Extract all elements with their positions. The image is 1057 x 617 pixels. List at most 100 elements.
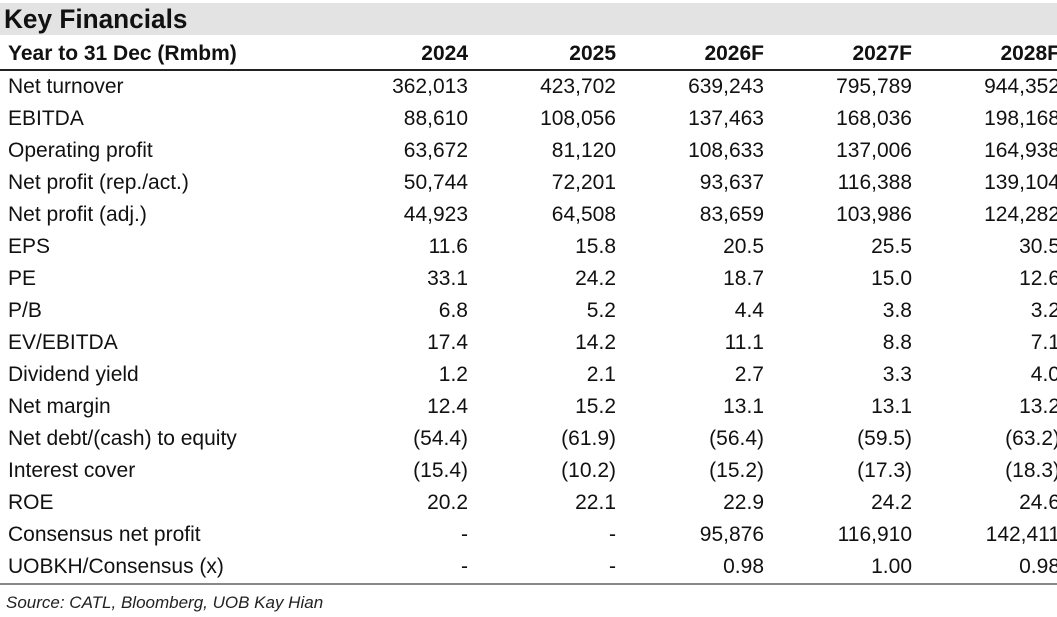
- header-row: Year to 31 Dec (Rmbm) 2024 2025 2026F 20…: [0, 38, 1057, 71]
- table-row: UOBKH/Consensus (x) - -0.98 1.00 0.98: [0, 551, 1057, 585]
- table-title: Key Financials: [4, 4, 188, 34]
- cell-value: 5.2: [586, 299, 616, 322]
- cell-value: (17.3): [857, 459, 912, 482]
- cell-value: 4.0: [1030, 363, 1057, 386]
- cell-value: -: [461, 523, 468, 546]
- cell-value: 164,938: [984, 139, 1057, 162]
- cell-value: 0.98: [922, 551, 1057, 585]
- cell-value: 124,282: [984, 203, 1057, 226]
- row-label: PE: [8, 267, 37, 290]
- cell-value: (56.4): [709, 427, 764, 450]
- cell-value: -: [330, 551, 478, 585]
- cell-value: 95,876: [699, 523, 764, 546]
- cell-value: 116,910: [837, 523, 912, 546]
- cell-value: 63,672: [403, 139, 468, 162]
- row-label: P/B: [8, 299, 42, 322]
- cell-value: 142,411: [985, 523, 1057, 546]
- cell-value: 14.2: [575, 331, 616, 354]
- cell-value: 18.7: [723, 267, 764, 290]
- cell-value: 639,243: [688, 75, 764, 98]
- table-row: P/B 6.8 5.2 4.4 3.8 3.2: [0, 295, 1057, 327]
- cell-value: 81,120: [551, 139, 616, 162]
- cell-value: 103,986: [836, 203, 912, 226]
- cell-value: (59.5): [857, 427, 912, 450]
- cell-value: 88,610: [403, 107, 468, 130]
- title-bar: Key Financials: [0, 3, 1057, 35]
- cell-value: 12.6: [1019, 267, 1057, 290]
- column-header-2026f: 2026F: [626, 38, 774, 71]
- cell-value: 20.5: [723, 235, 764, 258]
- cell-value: 30.5: [1019, 235, 1057, 258]
- column-header-2025: 2025: [478, 38, 626, 71]
- table-row: Net profit (adj.) 44,923 64,508 83,659 103,9…: [0, 199, 1057, 231]
- row-label: Net turnover: [8, 75, 124, 98]
- cell-value: (61.9): [561, 427, 616, 450]
- table-row: Operating profit 63,672 81,120 108,633 137,0…: [0, 135, 1057, 167]
- row-label: UOBKH/Consensus (x): [0, 551, 330, 585]
- table-row: Net margin 12.4 15.2 13.1 13.1 13.2: [0, 391, 1057, 423]
- cell-value: 24.2: [871, 491, 912, 514]
- cell-value: 24.2: [575, 267, 616, 290]
- cell-value: -: [609, 523, 616, 546]
- cell-value: 137,463: [688, 107, 764, 130]
- cell-value: 0.98: [626, 551, 774, 585]
- cell-value: 1.2: [438, 363, 468, 386]
- cell-value: 108,056: [540, 107, 616, 130]
- row-label: Net profit (rep./act.): [8, 171, 189, 194]
- cell-value: 25.5: [871, 235, 912, 258]
- cell-value: 93,637: [699, 171, 764, 194]
- cell-value: 64,508: [551, 203, 616, 226]
- cell-value: 15.8: [575, 235, 616, 258]
- key-financials-table: Year to 31 Dec (Rmbm) 2024 2025 2026F 20…: [0, 38, 1057, 585]
- cell-value: 3.8: [882, 299, 912, 322]
- row-label: Dividend yield: [8, 363, 139, 386]
- cell-value: 3.3: [882, 363, 912, 386]
- cell-value: 8.8: [882, 331, 912, 354]
- table-row: Net profit (rep./act.) 50,744 72,201 93,637…: [0, 167, 1057, 199]
- row-label: Interest cover: [8, 459, 136, 482]
- cell-value: 22.1: [575, 491, 616, 514]
- table-row: Net turnover 362,013 423,702 639,243 795,789…: [0, 70, 1057, 103]
- table-row: Interest cover (15.4) (10.2) (15.2) (17.3) (1…: [0, 455, 1057, 487]
- row-label: EPS: [8, 235, 51, 258]
- cell-value: 2.7: [734, 363, 764, 386]
- row-label: ROE: [8, 491, 54, 514]
- table-row: PE 33.1 24.2 18.7 15.0 12.6: [0, 263, 1057, 295]
- cell-value: 13.1: [723, 395, 764, 418]
- cell-value: 168,036: [836, 107, 912, 130]
- table-row: Consensus net profit - - 95,876 116,910 142,4…: [0, 519, 1057, 551]
- cell-value: 362,013: [392, 75, 468, 98]
- table-row: Dividend yield 1.2 2.1 2.7 3.3 4.0: [0, 359, 1057, 391]
- column-header-2024: 2024: [330, 38, 478, 71]
- cell-value: 6.8: [438, 299, 468, 322]
- row-label: Consensus net profit: [8, 523, 201, 546]
- table-row: EBITDA 88,610 108,056 137,463 168,036 198,168: [0, 103, 1057, 135]
- row-label: Operating profit: [8, 139, 153, 162]
- table-body: Net turnover 362,013 423,702 639,243 795,789…: [0, 70, 1057, 585]
- row-label: EV/EBITDA: [8, 331, 118, 354]
- cell-value: 20.2: [427, 491, 468, 514]
- cell-value: 15.0: [871, 267, 912, 290]
- cell-value: (15.2): [709, 459, 764, 482]
- row-label: Net profit (adj.): [8, 203, 147, 226]
- table-row: EV/EBITDA 17.4 14.2 11.1 8.8 7.1: [0, 327, 1057, 359]
- table-row: EPS 11.6 15.8 20.5 25.5 30.5: [0, 231, 1057, 263]
- cell-value: 198,168: [984, 107, 1057, 130]
- cell-value: 15.2: [575, 395, 616, 418]
- table-row: Net debt/(cash) to equity (54.4) (61.9) (56…: [0, 423, 1057, 455]
- cell-value: 44,923: [403, 203, 468, 226]
- cell-value: 22.9: [723, 491, 764, 514]
- cell-value: 1.00: [774, 551, 922, 585]
- cell-value: 795,789: [836, 75, 912, 98]
- cell-value: (15.4): [413, 459, 468, 482]
- column-header-label: Year to 31 Dec (Rmbm): [0, 38, 330, 71]
- cell-value: 7.1: [1030, 331, 1057, 354]
- cell-value: 11.1: [724, 331, 764, 354]
- cell-value: 4.4: [734, 299, 764, 322]
- row-label: Net margin: [8, 395, 111, 418]
- cell-value: 72,201: [551, 171, 616, 194]
- cell-value: 944,352: [984, 75, 1057, 98]
- cell-value: 423,702: [540, 75, 616, 98]
- cell-value: 2.1: [586, 363, 616, 386]
- column-header-2028f: 2028F: [922, 38, 1057, 71]
